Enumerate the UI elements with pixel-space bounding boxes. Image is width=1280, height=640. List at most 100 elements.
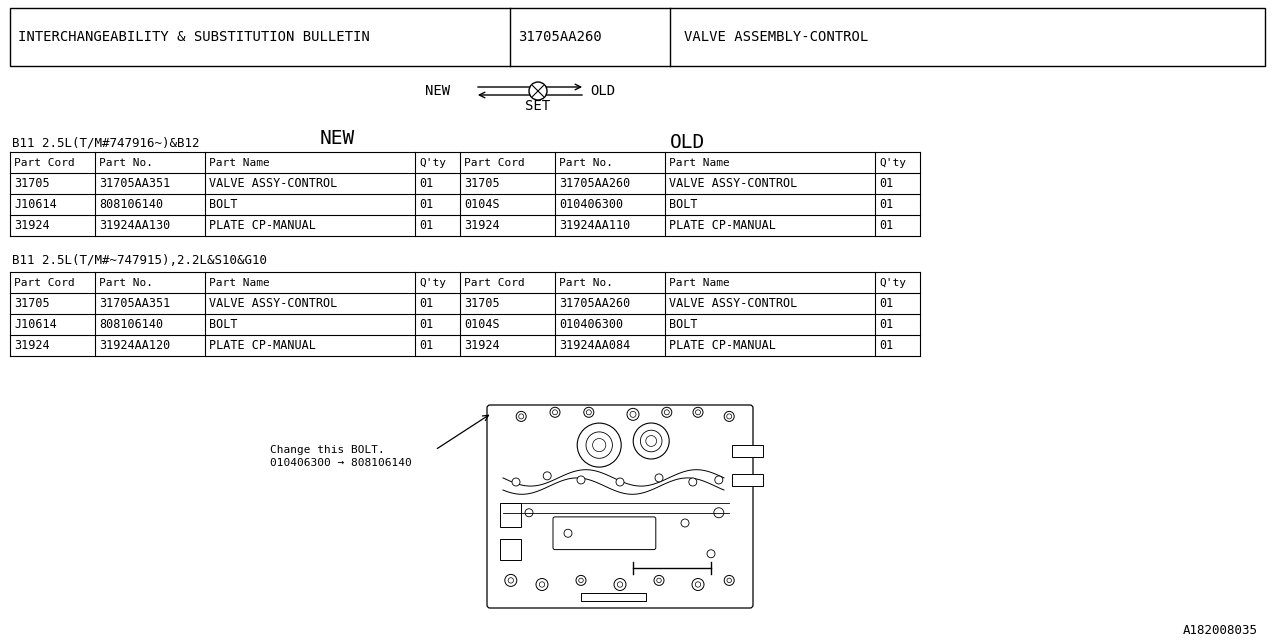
Circle shape [654,575,664,586]
Text: 31924AA110: 31924AA110 [559,219,630,232]
Circle shape [529,82,547,100]
Circle shape [508,578,513,583]
Text: 01: 01 [419,219,433,232]
Circle shape [525,509,532,516]
Text: B11 2.5L(T/M#~747915),2.2L&S10&G10: B11 2.5L(T/M#~747915),2.2L&S10&G10 [12,253,268,266]
Text: 31705: 31705 [14,177,50,190]
Text: Q'ty: Q'ty [419,278,445,287]
Text: BOLT: BOLT [209,318,238,331]
Circle shape [692,407,703,417]
Circle shape [714,508,723,518]
Text: 31705AA260: 31705AA260 [559,177,630,190]
Text: PLATE CP-MANUAL: PLATE CP-MANUAL [209,219,316,232]
Text: Q'ty: Q'ty [879,157,906,168]
Circle shape [536,579,548,591]
Text: 31924AA130: 31924AA130 [99,219,170,232]
Circle shape [657,578,662,582]
Circle shape [516,412,526,421]
Text: 808106140: 808106140 [99,198,163,211]
Bar [500,502,521,527]
Text: PLATE CP-MANUAL: PLATE CP-MANUAL [669,219,776,232]
Circle shape [614,579,626,591]
Text: 31924AA120: 31924AA120 [99,339,170,352]
Circle shape [539,582,545,588]
Text: 01: 01 [879,219,893,232]
Text: OLD: OLD [590,84,616,98]
Text: 31705: 31705 [465,297,499,310]
Circle shape [616,478,625,486]
Text: Part No.: Part No. [559,157,613,168]
Circle shape [617,582,622,588]
Text: Part Name: Part Name [669,157,730,168]
Text: 31705AA351: 31705AA351 [99,297,170,310]
Circle shape [564,529,572,537]
Bar [581,593,646,601]
Text: 31705: 31705 [465,177,499,190]
Text: 31924: 31924 [14,219,50,232]
Bar [500,540,521,560]
FancyBboxPatch shape [553,517,655,550]
Circle shape [512,478,520,486]
Circle shape [518,414,524,419]
Text: 31705AA260: 31705AA260 [518,30,602,44]
Circle shape [640,430,662,452]
Circle shape [586,432,612,458]
Text: VALVE ASSY-CONTROL: VALVE ASSY-CONTROL [209,297,337,310]
Text: VALVE ASSY-CONTROL: VALVE ASSY-CONTROL [669,297,797,310]
Text: 01: 01 [879,339,893,352]
Text: 01: 01 [419,198,433,211]
Text: Part Name: Part Name [209,157,270,168]
Circle shape [692,579,704,591]
Text: Part No.: Part No. [99,278,154,287]
Text: 01: 01 [419,318,433,331]
Circle shape [550,407,561,417]
Circle shape [727,578,731,582]
Text: PLATE CP-MANUAL: PLATE CP-MANUAL [669,339,776,352]
Text: 010406300: 010406300 [559,198,623,211]
FancyBboxPatch shape [486,405,753,608]
Text: 01: 01 [879,177,893,190]
Text: VALVE ASSEMBLY-CONTROL: VALVE ASSEMBLY-CONTROL [684,30,868,44]
Text: Q'ty: Q'ty [419,157,445,168]
Circle shape [634,423,669,459]
Text: 31705AA260: 31705AA260 [559,297,630,310]
Circle shape [724,412,735,421]
Text: 010406300 → 808106140: 010406300 → 808106140 [270,458,412,468]
Circle shape [576,575,586,586]
Circle shape [689,478,696,486]
Text: 01: 01 [419,339,433,352]
Text: 01: 01 [879,297,893,310]
Text: 0104S: 0104S [465,318,499,331]
Text: 01: 01 [879,198,893,211]
Text: BOLT: BOLT [669,198,698,211]
Circle shape [543,472,552,480]
Circle shape [579,578,584,582]
Text: 010406300: 010406300 [559,318,623,331]
Text: 31705: 31705 [14,297,50,310]
Circle shape [695,410,700,415]
Text: SET: SET [525,99,550,113]
Circle shape [593,438,605,452]
Text: Q'ty: Q'ty [879,278,906,287]
Circle shape [714,476,723,484]
Circle shape [577,476,585,484]
Text: VALVE ASSY-CONTROL: VALVE ASSY-CONTROL [669,177,797,190]
Text: Part Cord: Part Cord [465,157,525,168]
Circle shape [662,407,672,417]
Circle shape [627,408,639,420]
Text: Change this BOLT.: Change this BOLT. [270,445,385,455]
Circle shape [504,575,517,586]
Text: 31924AA084: 31924AA084 [559,339,630,352]
Text: BOLT: BOLT [209,198,238,211]
Text: PLATE CP-MANUAL: PLATE CP-MANUAL [209,339,316,352]
Bar [10,8,1265,66]
Text: Part Cord: Part Cord [14,278,74,287]
Text: 808106140: 808106140 [99,318,163,331]
Text: Part Name: Part Name [209,278,270,287]
Text: VALVE ASSY-CONTROL: VALVE ASSY-CONTROL [209,177,337,190]
Circle shape [681,519,689,527]
Text: Part Cord: Part Cord [14,157,74,168]
Text: 01: 01 [419,177,433,190]
Circle shape [577,423,621,467]
Text: BOLT: BOLT [669,318,698,331]
